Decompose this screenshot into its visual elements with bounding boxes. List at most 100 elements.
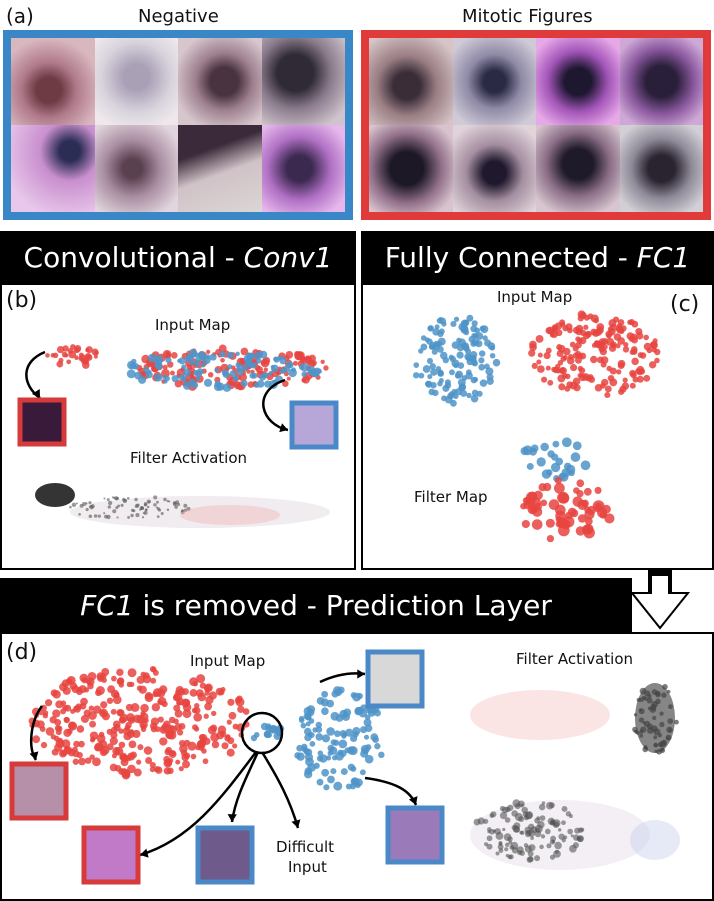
panel-b-activation-point: [153, 503, 157, 507]
panel-b-input-point-blue: [147, 353, 157, 363]
panel-c-input-point-red: [596, 326, 604, 334]
panel-d-input-point-red: [32, 735, 41, 744]
panel-d-input-point-red: [149, 761, 156, 769]
panel-b-activation-point: [107, 505, 112, 509]
panel-c-input-point-blue: [465, 354, 473, 362]
panel-a-label: (a): [6, 4, 34, 28]
panel-d-input-point-blue: [300, 722, 307, 729]
panel-d-input-point-blue: [305, 711, 312, 719]
panel-b-header-text: Convolutional -: [23, 241, 244, 274]
panel-d-activation-point: [519, 830, 524, 835]
panel-d-activation-point: [483, 842, 489, 847]
panel-c-input-point-red: [627, 319, 633, 325]
panel-d-thumbnail-difficult-red: [81, 825, 141, 885]
panel-d-input-point-blue: [327, 744, 335, 752]
panel-d-input-point-red: [130, 703, 140, 712]
panel-c-input-point-red: [535, 334, 544, 343]
panel-b-input-point-blue: [194, 352, 199, 357]
panel-d-input-point-red: [112, 746, 121, 756]
panel-c-filter-point-red: [554, 476, 562, 485]
panel-d-input-point-blue: [339, 729, 347, 738]
panel-d-arrow-bottom-sample-head: [408, 796, 418, 805]
panel-c-input-point-red: [604, 391, 611, 399]
panel-b-input-point-red: [301, 375, 310, 384]
panel-b-activation-point: [180, 510, 185, 515]
panel-d-activation-point: [639, 729, 644, 734]
panel-d-activation-blue-haze: [630, 820, 680, 860]
panel-d-filter-activation-label: Filter Activation: [516, 650, 634, 668]
panel-c-filter-point-red: [557, 491, 569, 504]
panel-c-input-point-blue: [466, 392, 472, 399]
panel-b-activation-point: [71, 502, 77, 507]
panel-d-input-point-blue: [356, 692, 363, 700]
panel-d-thumbnail-top: [365, 649, 425, 709]
panel-c-filter-point-blue: [570, 452, 581, 462]
panel-b-input-point-red: [305, 355, 311, 361]
panel-d-input-point-red: [63, 717, 69, 723]
panel-d-input-point-red: [99, 708, 108, 718]
panel-c-input-point-red: [580, 329, 587, 337]
panel-c-input-point-blue: [478, 357, 485, 364]
panel-c-input-point-red: [581, 373, 590, 381]
panel-c-input-point-blue: [470, 340, 477, 347]
panel-b-activation-point: [132, 509, 136, 513]
panel-b-activation-point: [144, 508, 148, 512]
panel-b-input-point-red: [78, 352, 84, 358]
panel-c-label: (c): [670, 292, 700, 317]
panel-d-activation-point: [570, 834, 574, 838]
panel-d-input-point-red: [107, 685, 116, 694]
panel-b-input-point-blue: [182, 381, 192, 390]
panel-c-filter-point-red: [594, 486, 602, 494]
panel-d-activation-point: [553, 850, 561, 858]
panel-c-input-point-blue: [441, 321, 447, 327]
panel-c-input-point-red: [555, 329, 563, 337]
panel-d-input-point-red: [145, 757, 153, 765]
panel-c-input-point-red: [575, 356, 582, 364]
panel-c-input-point-blue: [470, 325, 478, 333]
mitotic-patch: [452, 125, 536, 212]
panel-b-input-point-red: [263, 367, 269, 372]
panel-c-input-point-red: [600, 340, 606, 346]
panel-d-input-point-red: [228, 711, 237, 720]
panel-d-input-point-red: [89, 737, 95, 743]
panel-b-input-point-red: [94, 350, 99, 356]
panel-b-input-point-blue: [229, 370, 237, 377]
panel-d-input-point-red: [60, 708, 67, 715]
panel-b-input-point-red: [170, 370, 175, 376]
panel-d-input-point-red: [157, 696, 167, 706]
panel-d-input-point-red: [182, 688, 189, 695]
panel-c-input-point-red: [575, 336, 581, 342]
panel-d-thumbnail-red: [9, 761, 69, 821]
panel-d-arrow-difficult-2-head: [227, 814, 237, 822]
panel-c-input-point-red: [607, 374, 615, 382]
panel-d-input-point-red: [161, 723, 170, 732]
panel-c-input-point-red: [622, 346, 630, 353]
panel-d-input-point-blue: [338, 739, 348, 749]
panel-d-input-point-red: [203, 713, 209, 719]
panel-c-filter-point-red: [555, 520, 563, 528]
panel-d-input-point-red: [71, 746, 78, 753]
panel-d-input-point-blue: [304, 753, 314, 762]
panel-d-activation-point: [538, 803, 546, 811]
panel-d-activation-point: [517, 800, 525, 808]
panel-b-input-point-red: [165, 352, 171, 358]
panel-b-activation-point: [186, 506, 191, 512]
panel-b-input-point-red: [83, 359, 89, 365]
panel-c-input-point-red: [546, 326, 555, 335]
panel-d-input-point-red: [96, 672, 105, 681]
panel-d-activation-point: [539, 815, 546, 821]
panel-b-input-point-blue: [126, 369, 136, 379]
panel-c-input-point-blue: [444, 395, 453, 404]
panel-d-input-point-red: [178, 766, 184, 772]
panel-d-arrow-top-sample-head: [357, 669, 365, 679]
panel-c-filter-point-red: [540, 499, 548, 507]
panel-b-input-point-blue: [262, 372, 269, 379]
panel-b-input-point-blue: [155, 363, 163, 371]
panel-d-input-point-blue: [321, 768, 330, 777]
panel-d-input-point-red: [226, 748, 235, 757]
panel-d-activation-point: [554, 841, 562, 850]
panel-b-input-point-red: [66, 359, 72, 365]
panel-d-input-point-red: [175, 759, 181, 765]
panel-d-input-point-red: [54, 743, 63, 752]
panel-c-filter-point-red: [543, 482, 552, 492]
